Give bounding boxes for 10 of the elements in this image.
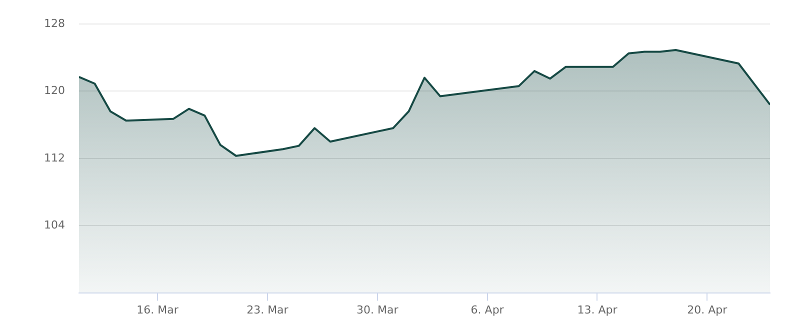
x-tick-label: 13. Apr	[577, 303, 618, 316]
x-tick-label: 16. Mar	[136, 303, 179, 316]
y-tick-label: 120	[44, 84, 65, 98]
y-tick-label: 104	[44, 218, 65, 232]
x-tick-label: 20. Apr	[687, 303, 728, 316]
x-tick-label: 30. Mar	[356, 303, 399, 316]
y-tick-label: 128	[44, 16, 65, 30]
x-tick-label: 23. Mar	[246, 303, 289, 316]
x-tick-label: 6. Apr	[470, 303, 504, 316]
y-tick-label: 112	[44, 151, 65, 164]
